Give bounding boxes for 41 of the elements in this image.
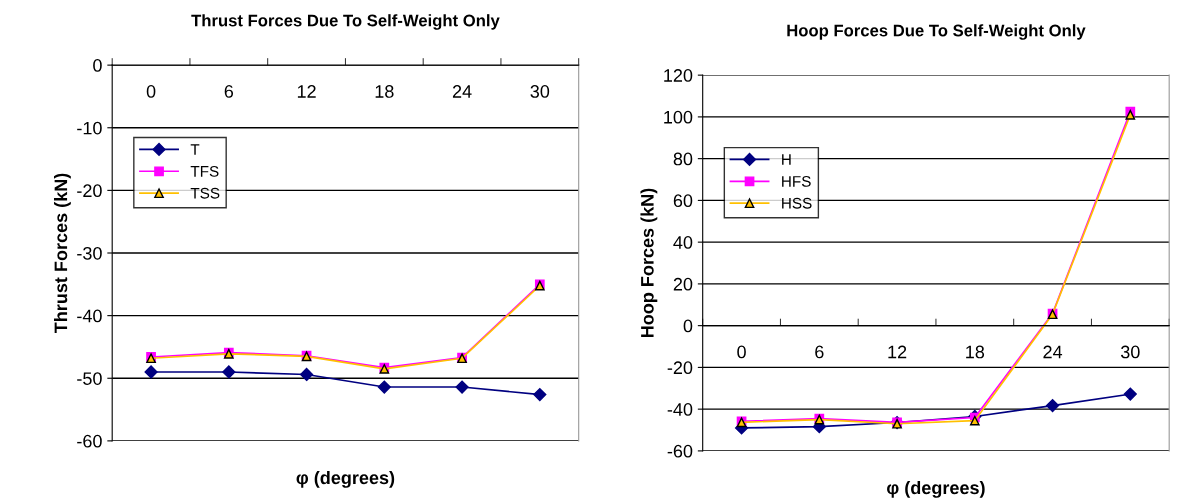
y-tick-label: -50 (77, 372, 102, 385)
x-tick-label: 30 (530, 85, 550, 98)
y-tick-label: 40 (673, 236, 693, 249)
x-tick-label: 18 (375, 85, 394, 98)
y-tick-label: -20 (77, 184, 102, 198)
y-axis-title: Hoop Forces (kN) (640, 188, 658, 338)
legend-label: HSS (782, 197, 812, 209)
x-tick-label: 6 (224, 85, 234, 98)
legend-label: TFS (190, 165, 219, 177)
legend-label: TSS (190, 187, 220, 199)
chart-title: Hoop Forces Due To Self-Weight Only (787, 24, 1086, 40)
x-tick-label: 24 (452, 85, 472, 98)
x-tick-label: 12 (888, 345, 907, 359)
x-tick-label: 0 (737, 345, 746, 359)
y-tick-label: -40 (77, 309, 102, 323)
x-tick-label: 18 (966, 345, 985, 359)
chart-title: Thrust Forces Due To Self-Weight Only (191, 14, 500, 30)
y-tick-label: 120 (664, 69, 693, 82)
y-tick-label: 80 (673, 152, 693, 166)
legend-label: HFS (782, 175, 811, 187)
legend-label: H (782, 154, 791, 165)
x-tick-label: 6 (815, 345, 824, 359)
legend-label: T (190, 144, 200, 155)
y-tick-label: -60 (667, 444, 693, 458)
y-tick-label: 0 (683, 319, 693, 333)
y-tick-label: -40 (667, 403, 693, 416)
y-tick-label: -10 (77, 121, 102, 135)
y-tick-label: -20 (667, 361, 693, 375)
x-axis-title: φ (degrees) (296, 470, 395, 488)
x-axis-title: φ (degrees) (887, 480, 985, 498)
x-tick-label: 30 (1120, 345, 1140, 359)
y-tick-label: 20 (673, 277, 693, 291)
x-tick-label: 12 (297, 85, 316, 98)
y-tick-label: -60 (77, 434, 102, 448)
x-tick-label: 0 (146, 85, 156, 98)
y-tick-label: -30 (77, 246, 102, 260)
y-axis-title: Thrust Forces (kN) (53, 173, 71, 334)
x-tick-label: 24 (1043, 345, 1063, 359)
y-tick-label: 0 (93, 59, 102, 72)
y-tick-label: 60 (673, 194, 693, 208)
y-tick-label: 100 (664, 110, 693, 124)
